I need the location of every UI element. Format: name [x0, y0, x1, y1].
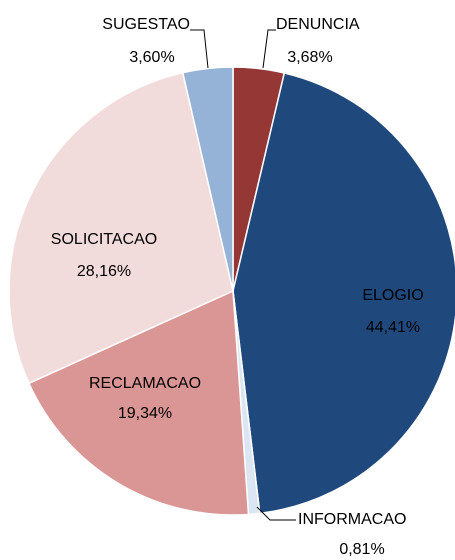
category-label: DENUNCIA	[276, 16, 360, 33]
pie-slice	[27, 289, 250, 516]
value-label: 3,68%	[287, 49, 332, 66]
value-label: 19,34%	[118, 405, 172, 422]
category-label: ELOGIO	[362, 287, 423, 304]
value-label: 44,41%	[366, 319, 420, 336]
pie	[8, 66, 455, 516]
category-label: RECLAMACAO	[89, 375, 201, 392]
value-label: 28,16%	[77, 263, 131, 280]
pie-slice	[232, 72, 455, 515]
pie-slice	[181, 66, 234, 292]
category-label: SUGESTAO	[102, 16, 190, 33]
leader-line	[262, 29, 276, 69]
category-label: INFORMACAO	[298, 511, 406, 528]
category-label: SOLICITACAO	[51, 231, 157, 248]
leader-line	[256, 506, 296, 521]
value-label: 0,81%	[339, 541, 384, 558]
value-label: 3,60%	[129, 49, 174, 66]
leader-line	[190, 29, 209, 69]
pie-slice	[8, 71, 234, 385]
